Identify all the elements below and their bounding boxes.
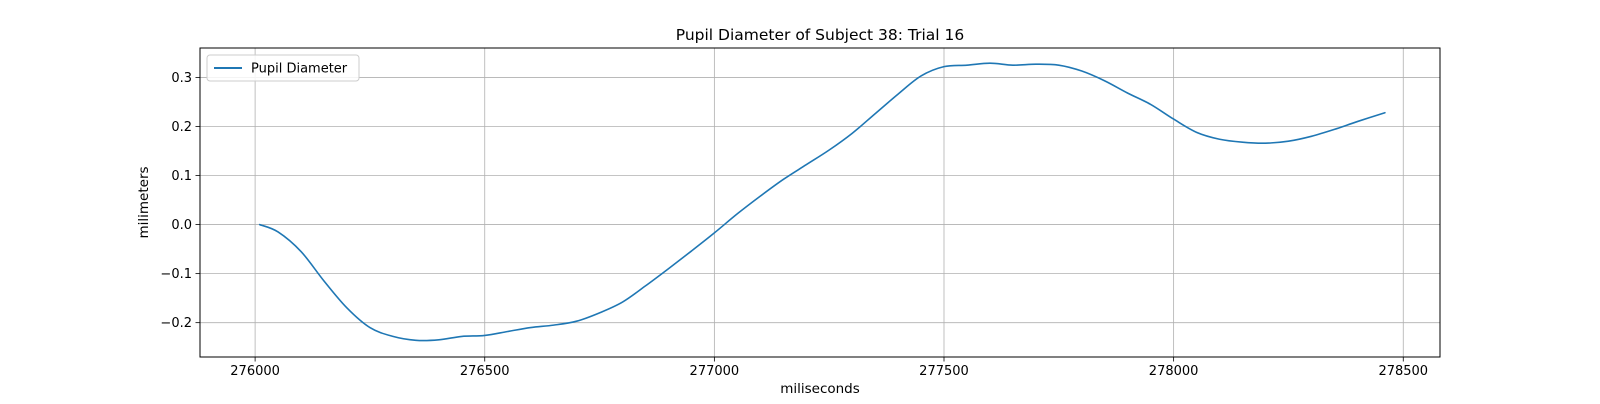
ticks-layer: 276000 276500 277000 277500 278000 278500 −0.2…	[160, 71, 1428, 379]
y-tick-label: 0.1	[171, 169, 192, 184]
y-axis-label: milimeters	[136, 166, 152, 238]
x-tick-label: 278500	[1378, 364, 1428, 379]
legend: Pupil Diameter	[206, 54, 360, 82]
grid-layer	[200, 48, 1440, 357]
legend-box	[206, 54, 360, 82]
legend-label: Pupil Diameter	[251, 62, 348, 77]
plot-frame	[199, 47, 1441, 358]
series-line-pupil-diameter	[258, 62, 1386, 342]
y-tick-label: −0.1	[160, 267, 192, 282]
x-tick-label: 277000	[690, 364, 740, 379]
x-axis-label: miliseconds	[780, 381, 860, 397]
y-tick-label: 0.3	[171, 71, 192, 86]
y-tick-label: −0.2	[160, 316, 192, 331]
x-tick-label: 276000	[230, 364, 280, 379]
y-tick-label: 0.2	[171, 120, 192, 135]
y-tick-label: 0.0	[171, 218, 192, 233]
x-tick-label: 277500	[919, 364, 969, 379]
series-layer	[258, 62, 1386, 342]
x-tick-label: 278000	[1149, 364, 1199, 379]
chart-title: Pupil Diameter of Subject 38: Trial 16	[676, 26, 965, 44]
x-tick-label: 276500	[460, 364, 510, 379]
